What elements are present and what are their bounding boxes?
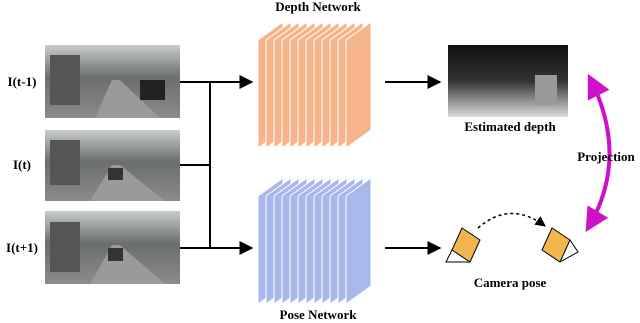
pose-network <box>257 177 372 305</box>
depth-output-label: Estimated depth <box>464 119 556 134</box>
frame <box>45 130 180 201</box>
projection-label: Projection <box>577 149 635 164</box>
pose-network-label: Pose Network <box>280 307 358 322</box>
layer <box>345 21 372 149</box>
pose-output-label: Camera pose <box>474 275 547 290</box>
input-frames <box>45 45 180 284</box>
depth-network-label: Depth Network <box>275 0 361 14</box>
connectors <box>180 75 442 255</box>
input-labels: I(t-1) I(t) I(t+1) <box>6 74 38 255</box>
input-label: I(t-1) <box>8 74 37 89</box>
frame <box>45 211 180 284</box>
projection-arrow <box>585 73 612 233</box>
camera-icons <box>445 212 579 263</box>
input-label: I(t) <box>13 157 31 172</box>
layer <box>345 177 372 305</box>
frame <box>45 45 180 118</box>
depth-network <box>257 21 372 149</box>
input-label: I(t+1) <box>6 240 38 255</box>
depth-map <box>448 45 568 117</box>
